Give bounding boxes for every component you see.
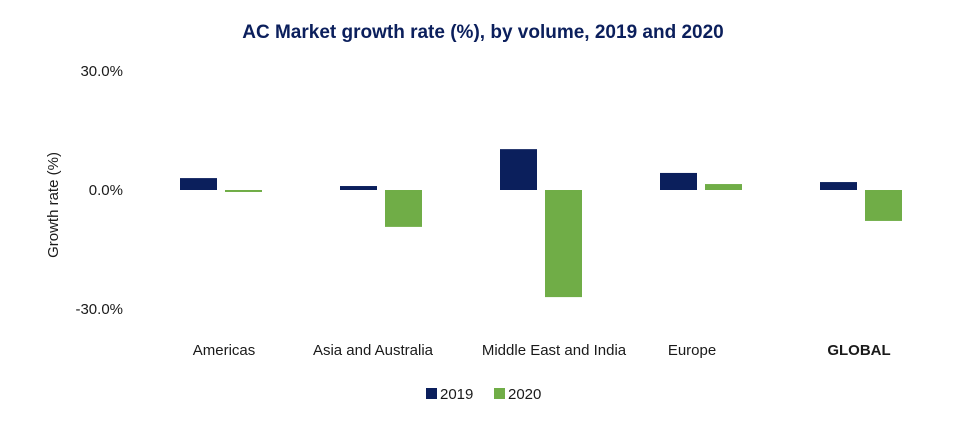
bar-2020-americas [225,190,262,192]
chart-title: AC Market growth rate (%), by volume, 20… [242,22,724,43]
category-label: Middle East and India [482,342,627,359]
bar-2020-middle-east-and-india [545,190,582,298]
bar-2020-asia-and-australia [385,190,422,227]
category-label: Europe [668,342,716,359]
bar-2019-asia-and-australia [340,186,377,190]
bar-2020-global [865,190,902,221]
y-tick-label: 30.0% [80,63,123,80]
category-label: GLOBAL [827,342,890,359]
category-label: Asia and Australia [313,342,434,359]
y-axis-ticks: 30.0% 0.0% -30.0% [75,63,123,318]
y-axis-label: Growth rate (%) [45,152,62,258]
bar-2020-europe [705,184,742,190]
bars [180,149,902,298]
y-tick-label: 0.0% [89,182,123,199]
bar-2019-americas [180,178,217,190]
legend-label-2020: 2020 [508,386,541,403]
y-tick-label: -30.0% [75,301,123,318]
bar-2019-middle-east-and-india [500,149,537,190]
category-label: Americas [193,342,256,359]
category-labels: Americas Asia and Australia Middle East an… [193,342,891,359]
legend-swatch-2020 [494,388,505,399]
bar-2019-europe [660,172,697,190]
bar-2019-global [820,182,857,190]
legend: 2019 2020 [426,386,541,403]
legend-label-2019: 2019 [440,386,473,403]
legend-swatch-2019 [426,388,437,399]
